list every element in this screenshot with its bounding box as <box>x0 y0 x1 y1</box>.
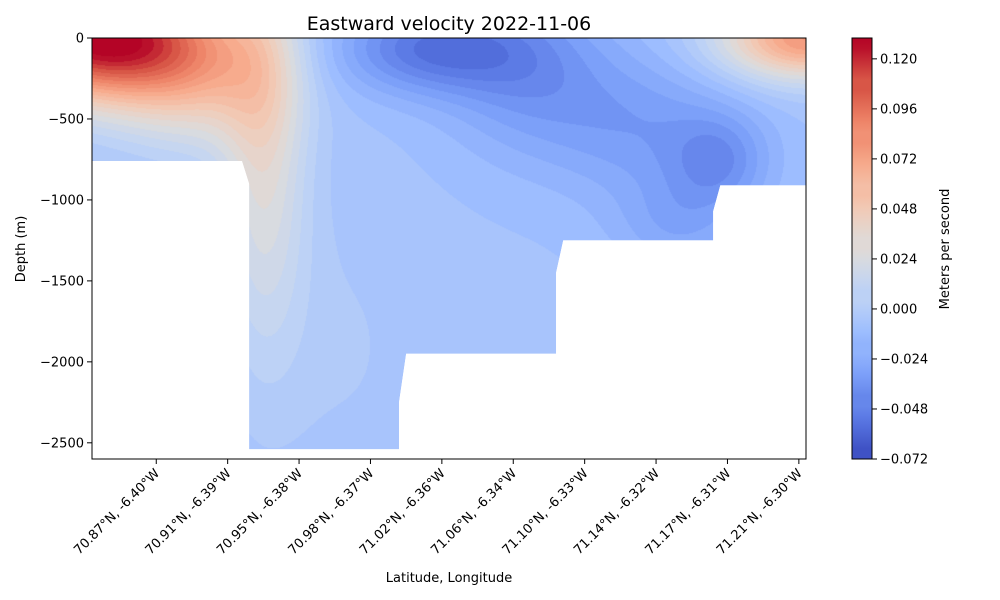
colorbar-tick-label: −0.072 <box>880 453 928 468</box>
y-axis-title: Depth (m) <box>14 216 29 283</box>
x-axis: 70.87°N, -6.40°W70.91°N, -6.39°W70.95°N,… <box>71 459 806 558</box>
y-tick-label: 0 <box>76 32 84 47</box>
colorbar-tick-label: 0.096 <box>880 102 917 117</box>
x-axis-title: Latitude, Longitude <box>386 571 512 586</box>
colorbar-gradient <box>851 37 873 460</box>
colorbar-tick-label: −0.024 <box>880 352 928 367</box>
colorbar-tick-label: 0.048 <box>880 202 917 217</box>
plot-frame <box>91 37 807 460</box>
colorbar-tick-label: 0.024 <box>880 252 917 267</box>
colorbar-tick-label: −0.048 <box>880 402 928 417</box>
chart-title: Eastward velocity 2022-11-06 <box>307 13 591 35</box>
seafloor-mask <box>92 161 806 459</box>
y-tick-label: −2500 <box>40 436 84 451</box>
y-tick-label: −500 <box>48 112 84 127</box>
colorbar: −0.072 −0.048 −0.024 0.000 0.024 0.048 0.072 0.… <box>851 37 953 468</box>
y-tick-label: −1500 <box>40 274 84 289</box>
plot-area <box>92 38 806 459</box>
colorbar-label: Meters per second <box>938 189 953 310</box>
y-tick-label: −2000 <box>40 355 84 370</box>
y-tick-label: −1000 <box>40 193 84 208</box>
y-axis: 0 −500 −1000 −1500 −2000 −2500 <box>40 32 92 451</box>
colorbar-ticks: −0.072 −0.048 −0.024 0.000 0.024 0.048 0.072 0.… <box>872 52 928 468</box>
colorbar-tick-label: 0.120 <box>880 52 917 67</box>
colorbar-tick-label: 0.000 <box>880 302 917 317</box>
colorbar-tick-label: 0.072 <box>880 152 917 167</box>
